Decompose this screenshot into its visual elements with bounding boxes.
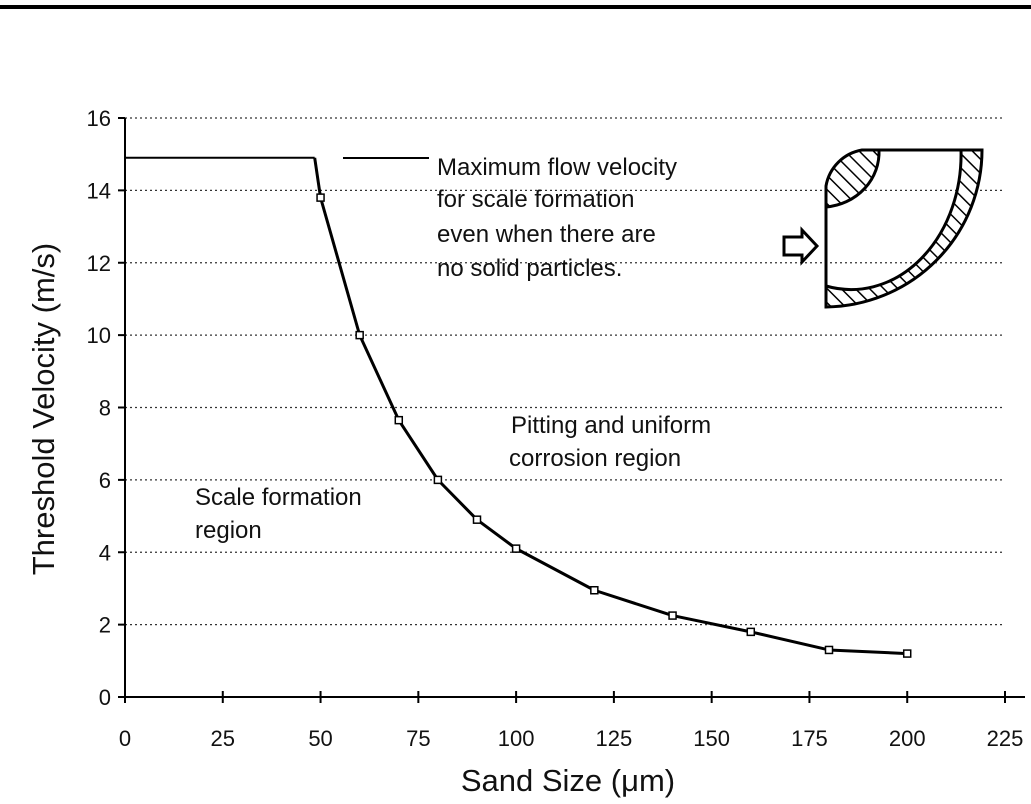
data-point-180 [824, 645, 834, 655]
y-tick-label-2: 2 [99, 613, 111, 638]
x-tick-label-100: 100 [498, 726, 535, 751]
annotation-pitting-line-1: Pitting and uniform [511, 412, 711, 439]
x-axis-title: Sand Size (μm) [461, 763, 675, 798]
x-axis-ticks: 0 25 50 75 100 125 150 175 200 225 [119, 691, 1023, 751]
data-point-90 [472, 515, 482, 524]
plateau-drop-line [313, 157, 323, 198]
data-point-120 [590, 585, 599, 595]
x-tick-label-125: 125 [596, 726, 633, 751]
x-tick-label-200: 200 [889, 726, 926, 751]
data-point-80 [433, 475, 443, 485]
grid-lines [125, 117, 1005, 626]
elbow-inner-hatched-wall [824, 148, 881, 209]
annotation-max-flow-line-3: even when there are [437, 221, 656, 248]
y-tick-label-8: 8 [99, 396, 111, 421]
annotation-max-flow-line-2: for scale formation [437, 186, 634, 213]
annotation-scale-line-2: region [195, 517, 262, 544]
data-point-70 [394, 415, 404, 425]
y-tick-label-14: 14 [87, 178, 111, 203]
y-axis-ticks: 0 2 4 6 8 10 12 14 16 [87, 106, 125, 710]
x-tick-label-225: 225 [987, 726, 1024, 751]
data-point-160 [746, 627, 756, 637]
x-tick-label-50: 50 [308, 726, 332, 751]
annotation-max-flow-line-1: Maximum flow velocity [437, 154, 677, 181]
y-tick-label-10: 10 [87, 323, 111, 348]
annotation-pitting-line-2: corrosion region [509, 445, 681, 472]
y-tick-label-0: 0 [99, 685, 111, 710]
data-point-140 [668, 611, 677, 620]
x-tick-label-175: 175 [791, 726, 828, 751]
x-tick-label-150: 150 [693, 726, 730, 751]
y-tick-label-6: 6 [99, 468, 111, 493]
x-tick-label-25: 25 [211, 726, 235, 751]
y-tick-label-16: 16 [87, 106, 111, 131]
data-point-60 [355, 330, 364, 340]
top-rule [0, 5, 1031, 9]
y-tick-label-4: 4 [99, 540, 111, 565]
annotation-max-flow: Maximum flow velocity for scale formatio… [437, 154, 684, 282]
pipe-elbow-inset [782, 148, 984, 309]
x-tick-label-75: 75 [406, 726, 430, 751]
data-point-200 [902, 649, 912, 658]
annotation-scale-line-1: Scale formation [195, 484, 362, 511]
data-point-50 [316, 193, 325, 202]
annotation-max-flow-line-4: no solid particles. [437, 255, 622, 282]
x-tick-label-0: 0 [119, 726, 131, 751]
annotation-scale-region: Scale formation region [195, 484, 368, 544]
y-tick-label-12: 12 [87, 251, 111, 276]
data-layer [125, 156, 912, 658]
data-point-100 [511, 544, 521, 553]
annotation-pitting-region: Pitting and uniform corrosion region [509, 412, 718, 472]
flow-arrow-icon [782, 226, 820, 266]
y-axis-title: Threshold Velocity (m/s) [26, 243, 61, 576]
